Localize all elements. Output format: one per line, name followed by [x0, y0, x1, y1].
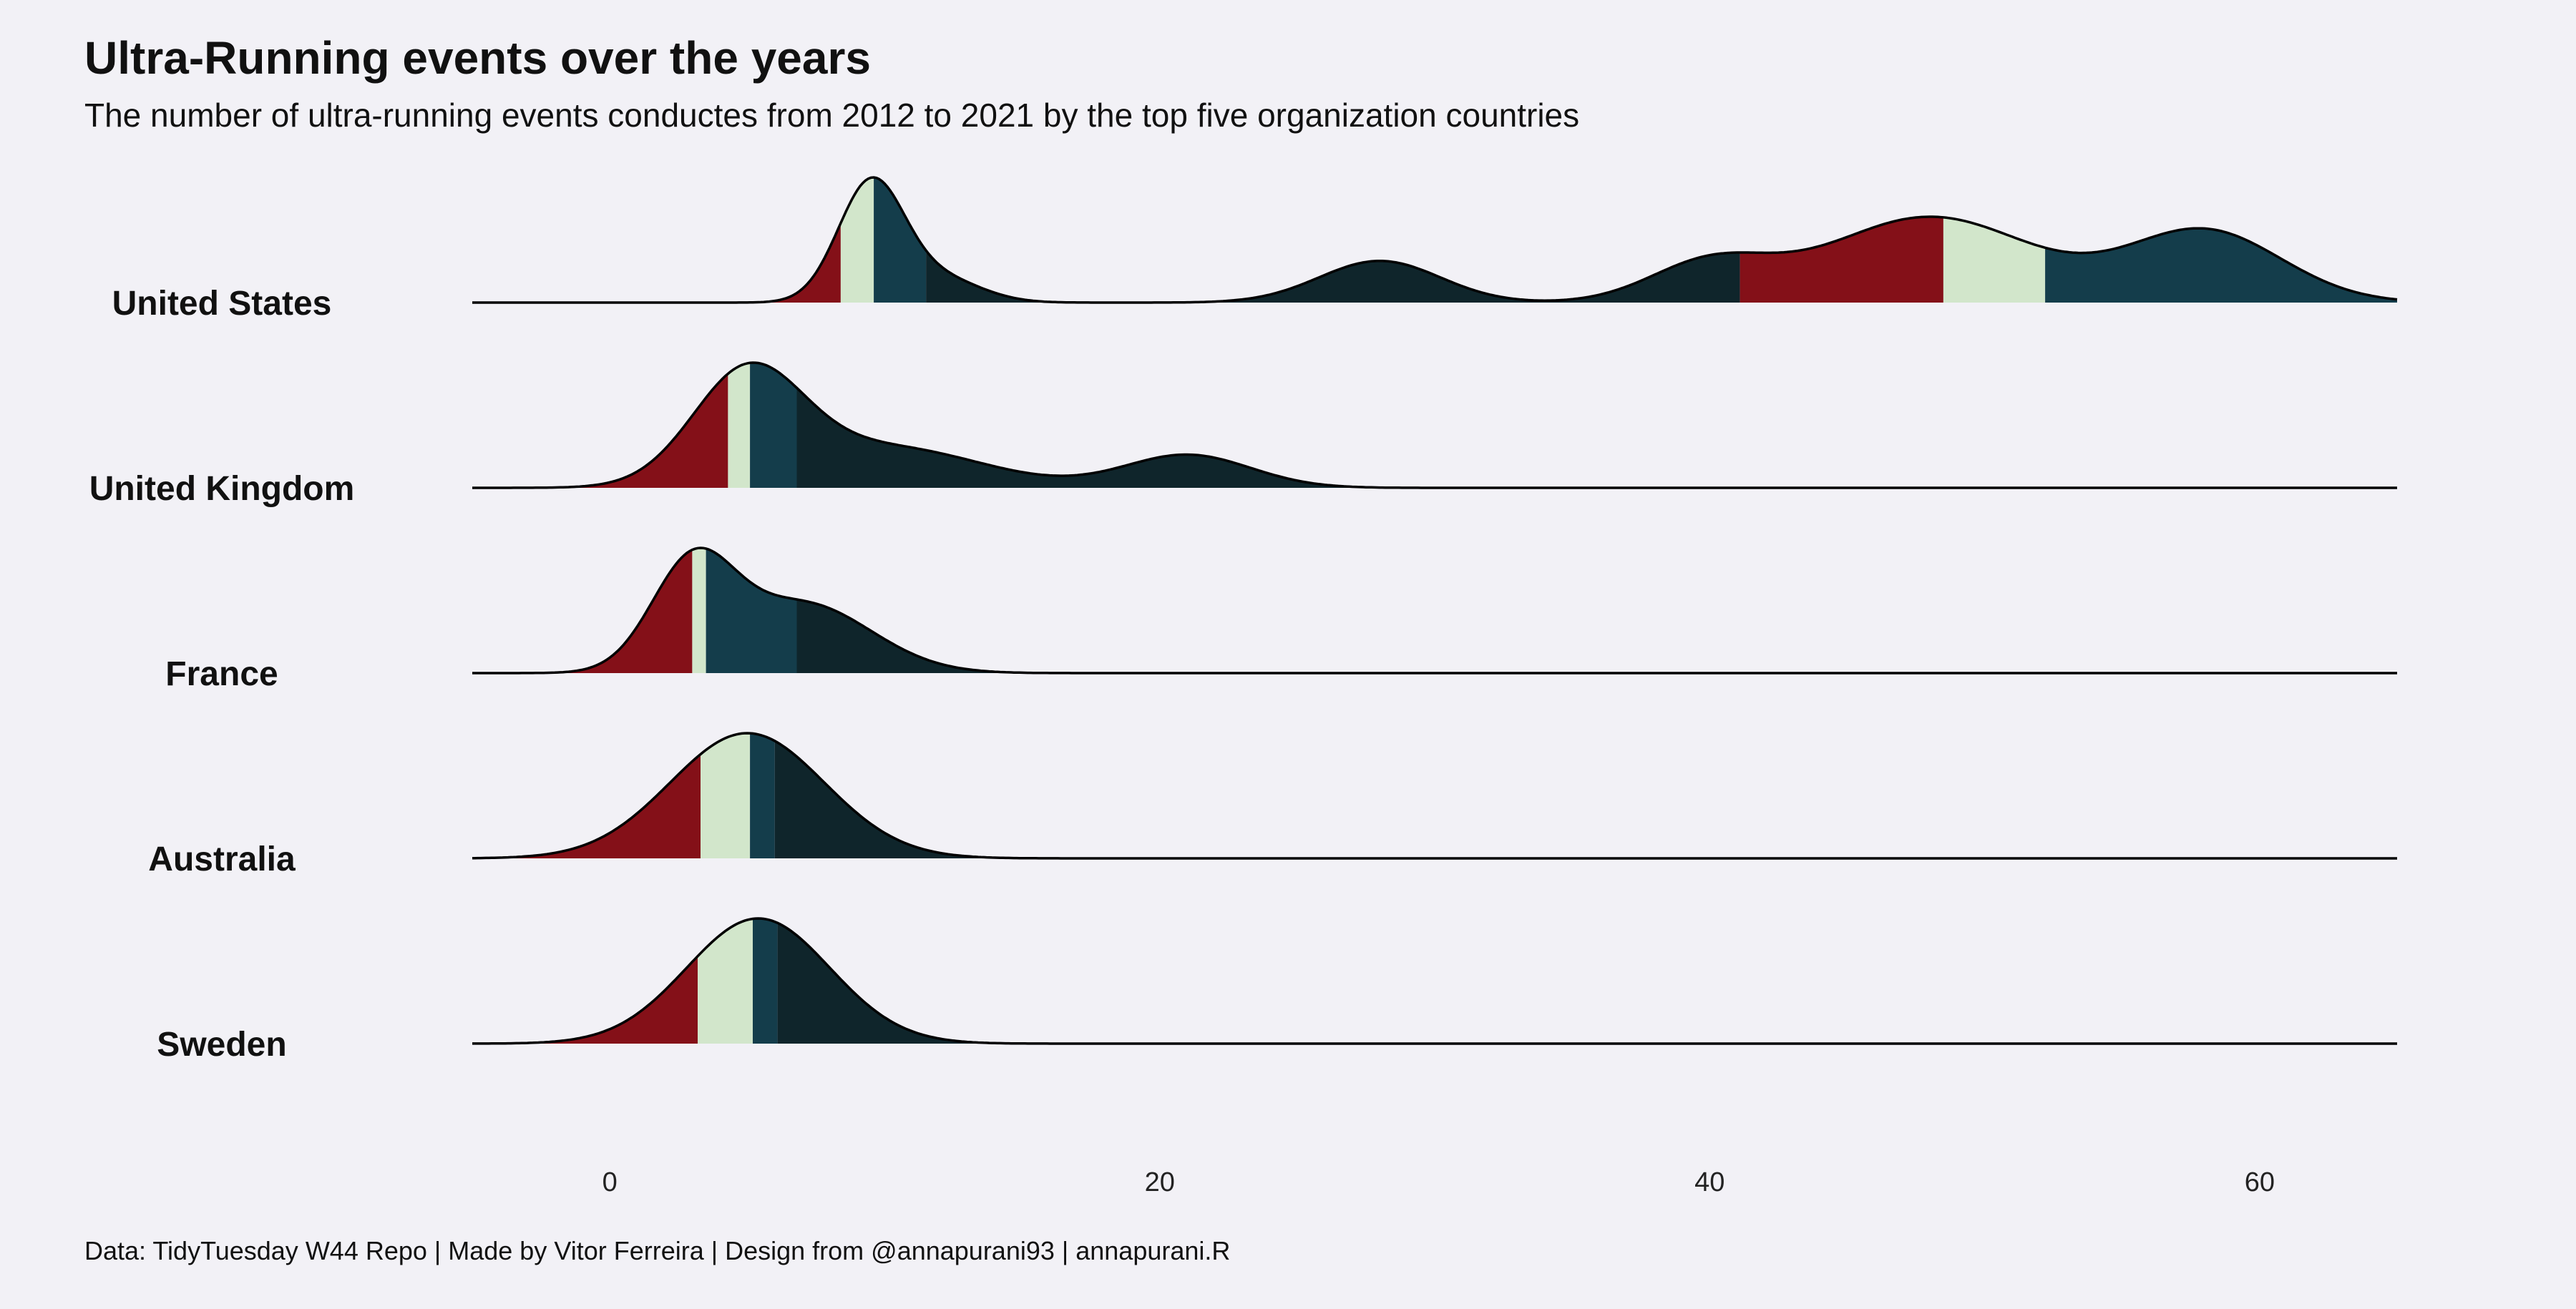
- quantile-band: [701, 733, 751, 858]
- ridge-australia: [472, 732, 2397, 860]
- country-labels: United States United Kingdom France Austral…: [89, 285, 355, 1064]
- quantile-band: [750, 733, 775, 858]
- quantile-band: [840, 177, 874, 303]
- x-tick-label: 60: [2245, 1167, 2275, 1197]
- density-outline: [472, 546, 2397, 675]
- quantile-band: [472, 373, 728, 488]
- chart-title: Ultra-Running events over the years: [84, 32, 871, 84]
- country-label: Australia: [148, 840, 296, 878]
- quantile-band: [692, 548, 706, 673]
- ridge-sweden: [472, 917, 2397, 1045]
- ridge-france: [472, 546, 2397, 675]
- quantile-band: [750, 363, 797, 488]
- quantile-band: [796, 388, 2397, 488]
- quantile-band: [472, 549, 693, 673]
- x-axis: 0 20 40 60: [602, 1167, 2275, 1197]
- country-label: Sweden: [157, 1026, 286, 1064]
- quantile-band: [706, 549, 797, 673]
- quantile-band: [796, 599, 2397, 673]
- chart-subtitle: The number of ultra-running events condu…: [84, 97, 1580, 134]
- quantile-band: [1943, 217, 2046, 303]
- country-label: United Kingdom: [89, 470, 355, 508]
- density-outline: [472, 361, 2397, 489]
- quantile-band: [472, 956, 698, 1044]
- country-label: France: [165, 655, 278, 693]
- quantile-band: [728, 363, 751, 488]
- quantile-band: [472, 754, 701, 858]
- ridge-united-states: [472, 176, 2398, 304]
- x-tick-label: 20: [1145, 1167, 1175, 1197]
- quantile-band: [1740, 217, 1943, 303]
- x-tick-label: 0: [602, 1167, 618, 1197]
- quantile-band: [777, 923, 2397, 1044]
- density-outline: [472, 176, 2398, 304]
- density-outline: [472, 732, 2397, 860]
- quantile-band: [926, 250, 1740, 303]
- chart-caption: Data: TidyTuesday W44 Repo | Made by Vit…: [84, 1236, 1231, 1265]
- quantile-band: [874, 177, 927, 303]
- quantile-band: [774, 740, 2397, 858]
- country-label: United States: [112, 285, 332, 323]
- x-tick-label: 40: [1694, 1167, 1724, 1197]
- ridge-united-kingdom: [472, 361, 2397, 489]
- quantile-band: [753, 918, 778, 1044]
- quantile-band: [472, 222, 841, 303]
- density-outline: [472, 917, 2397, 1045]
- quantile-band: [698, 918, 753, 1044]
- ridges: [472, 176, 2398, 1045]
- quantile-band: [2045, 228, 2397, 303]
